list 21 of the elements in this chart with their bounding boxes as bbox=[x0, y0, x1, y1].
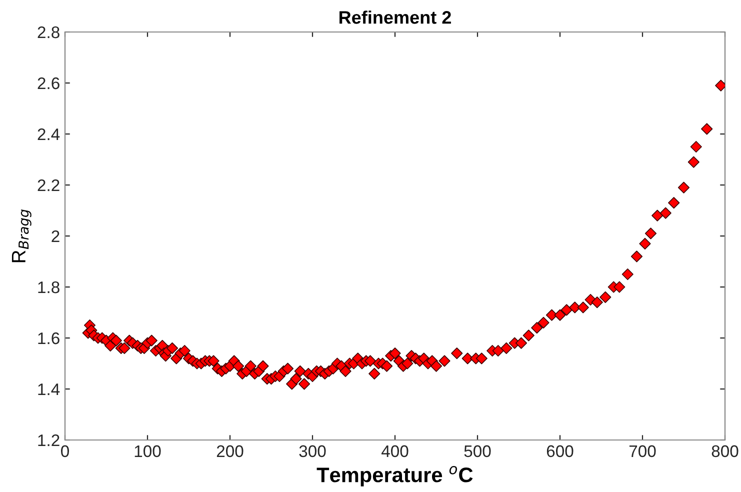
chart-title: Refinement 2 bbox=[340, 10, 451, 24]
x-axis-title: Temperature $^{o}$C bbox=[316, 466, 473, 486]
y-tick-label: 1.6 bbox=[38, 332, 60, 344]
y-tick-label: 2 bbox=[52, 230, 60, 242]
y-tick-label: 2.4 bbox=[38, 128, 60, 140]
y-tick-label: 2.6 bbox=[38, 77, 60, 90]
x-tick-label: 400 bbox=[381, 445, 408, 458]
y-tick-label: 2.2 bbox=[38, 179, 60, 192]
x-tick-label: 700 bbox=[629, 445, 656, 458]
x-tick-label: 100 bbox=[134, 445, 161, 458]
x-tick-label: 500 bbox=[464, 445, 491, 458]
x-tick-label: 300 bbox=[299, 445, 326, 458]
y-tick-label: 1.4 bbox=[38, 384, 60, 396]
y-tick-label: 1.2 bbox=[38, 434, 60, 446]
y-tick-label: 2.8 bbox=[38, 26, 60, 38]
x-tick-label: 0 bbox=[61, 445, 69, 458]
x-tick-label: 800 bbox=[712, 445, 738, 458]
x-tick-label: 600 bbox=[546, 445, 574, 458]
y-tick-label: 1.8 bbox=[38, 281, 60, 294]
y-axis-title: R$_{Bragg}$ bbox=[12, 209, 32, 262]
x-tick-label: 200 bbox=[216, 445, 244, 458]
